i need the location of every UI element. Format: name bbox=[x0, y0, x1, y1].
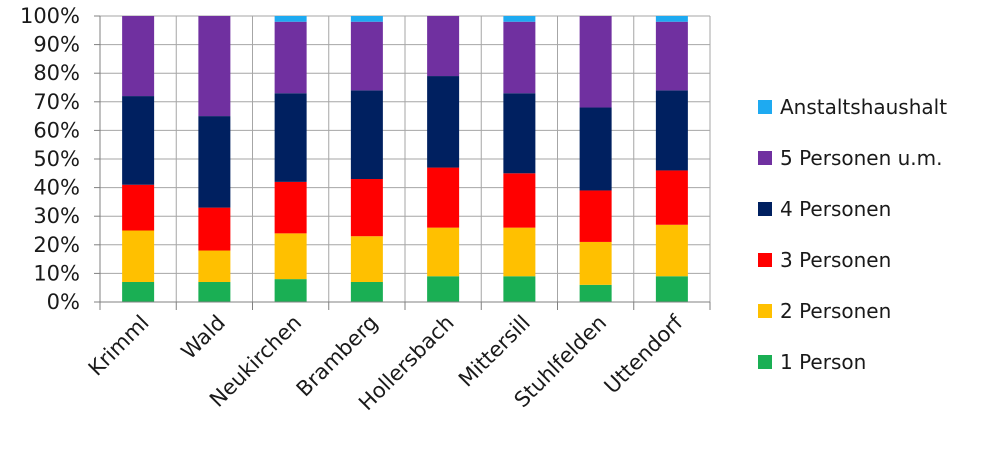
y-tick-label: 0% bbox=[47, 290, 80, 314]
bar-segment bbox=[579, 107, 612, 191]
legend-label: 4 Personen bbox=[780, 197, 891, 221]
bar-segment bbox=[655, 224, 688, 277]
bar-segment bbox=[274, 16, 307, 22]
legend: Anstaltshaushalt 5 Personen u.m. 4 Persone… bbox=[758, 95, 947, 374]
legend-label: 3 Personen bbox=[780, 248, 891, 272]
bar-segment bbox=[274, 181, 307, 234]
y-axis-tick-labels: 0% 10% 20% 30% 40% 50% 60% 70% 80% 90% 100% bbox=[20, 4, 80, 314]
bar-segment bbox=[350, 236, 383, 282]
bar-segment bbox=[122, 16, 155, 97]
x-category-label: Mittersill bbox=[454, 311, 535, 392]
bar-segment bbox=[122, 281, 155, 302]
bar-segment bbox=[579, 241, 612, 285]
bar-segment bbox=[655, 90, 688, 171]
bar-segment bbox=[350, 281, 383, 302]
axes bbox=[94, 15, 711, 310]
y-tick-label: 40% bbox=[33, 176, 80, 200]
bar-segment bbox=[350, 21, 383, 91]
y-tick-label: 20% bbox=[33, 233, 80, 257]
bar-segment bbox=[274, 21, 307, 94]
y-tick-label: 100% bbox=[20, 4, 80, 28]
x-category-label: Krimml bbox=[84, 311, 154, 381]
bar-segment bbox=[655, 276, 688, 302]
legend-swatch bbox=[758, 355, 772, 369]
bar-segment bbox=[427, 276, 460, 302]
bar-segment bbox=[579, 190, 612, 242]
bar-segment bbox=[503, 16, 536, 22]
legend-swatch bbox=[758, 151, 772, 165]
bar-segment bbox=[350, 16, 383, 22]
bar-segment bbox=[655, 16, 688, 22]
bar-segment bbox=[427, 167, 460, 228]
bar-segment bbox=[350, 179, 383, 237]
bar-segment bbox=[503, 227, 536, 277]
bar-segment bbox=[274, 279, 307, 302]
y-tick-label: 30% bbox=[33, 204, 80, 228]
bar-segment bbox=[503, 276, 536, 302]
bar-segment bbox=[198, 250, 231, 282]
legend-swatch bbox=[758, 253, 772, 267]
bar-segment bbox=[122, 184, 155, 231]
bar-segment bbox=[655, 170, 688, 225]
y-tick-label: 90% bbox=[33, 33, 80, 57]
bar-segment bbox=[274, 233, 307, 280]
x-category-label: Uttendorf bbox=[600, 310, 688, 398]
bar-segment bbox=[198, 116, 231, 208]
bar-segment bbox=[427, 16, 460, 77]
bar-segment bbox=[122, 230, 155, 282]
y-tick-label: 10% bbox=[33, 261, 80, 285]
y-tick-label: 50% bbox=[33, 147, 80, 171]
bars bbox=[122, 16, 688, 302]
bar-segment bbox=[579, 284, 612, 302]
y-tick-label: 70% bbox=[33, 90, 80, 114]
bar-segment bbox=[503, 173, 536, 228]
legend-swatch bbox=[758, 100, 772, 114]
gridlines bbox=[100, 15, 711, 302]
legend-label: 5 Personen u.m. bbox=[780, 146, 943, 170]
y-tick-label: 80% bbox=[33, 61, 80, 85]
legend-label: 1 Person bbox=[780, 350, 866, 374]
bar-segment bbox=[427, 227, 460, 277]
bar-segment bbox=[579, 16, 612, 108]
legend-label: Anstaltshaushalt bbox=[780, 95, 947, 119]
legend-label: 2 Personen bbox=[780, 299, 891, 323]
bar-segment bbox=[198, 281, 231, 302]
legend-swatch bbox=[758, 304, 772, 318]
bar-segment bbox=[198, 16, 231, 117]
bar-segment bbox=[122, 96, 155, 185]
bar-segment bbox=[274, 93, 307, 182]
legend-swatch bbox=[758, 202, 772, 216]
bar-segment bbox=[427, 76, 460, 168]
bar-segment bbox=[350, 90, 383, 180]
bar-segment bbox=[503, 21, 536, 94]
x-category-label: Wald bbox=[177, 311, 230, 364]
y-tick-label: 60% bbox=[33, 118, 80, 142]
bar-segment bbox=[503, 93, 536, 174]
bar-segment bbox=[198, 207, 231, 251]
bar-segment bbox=[655, 21, 688, 91]
x-axis-category-labels: Krimml WaldNeukirchenBrambergHollersbachM… bbox=[84, 310, 688, 415]
